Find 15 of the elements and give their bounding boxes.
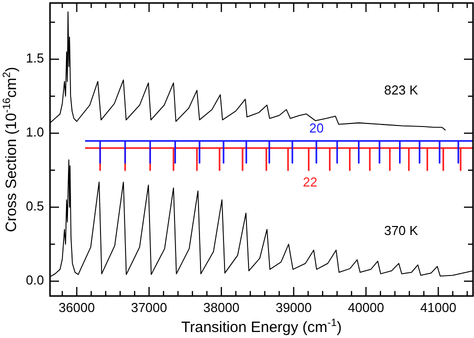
y-tick-label: 0.0	[26, 272, 44, 288]
x-axis-title: Transition Energy (cm$^{-1}$)	[181, 317, 342, 336]
x-tick-label: 36000	[58, 300, 95, 315]
x-tick-label: 37000	[130, 300, 168, 315]
series-label: 370 K	[384, 222, 418, 238]
y-tick-label: 1.0	[26, 124, 44, 140]
series-label: 20	[309, 120, 324, 136]
y-tick-label: 1.5	[26, 50, 44, 66]
series-label: 22	[302, 174, 318, 190]
x-tick-label: 40000	[348, 300, 384, 315]
x-tick-label: 41000	[420, 300, 456, 315]
y-tick-label: 0.5	[26, 198, 44, 214]
text: 823 K	[384, 82, 418, 98]
x-tick-label: 38000	[203, 300, 240, 315]
x-tick-label: 39000	[276, 300, 312, 315]
